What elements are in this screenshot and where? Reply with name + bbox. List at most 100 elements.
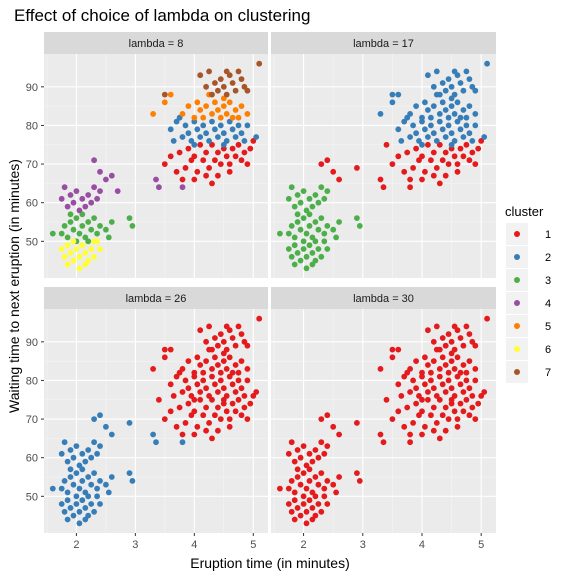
data-point (206, 420, 213, 426)
data-point (229, 126, 236, 133)
data-point (197, 327, 204, 334)
data-point (333, 234, 339, 241)
data-point (419, 431, 425, 438)
data-point (395, 346, 402, 353)
data-point (91, 184, 97, 191)
data-point (448, 385, 455, 392)
data-point (105, 234, 112, 241)
panel-background (271, 54, 496, 278)
data-point (324, 188, 331, 195)
data-point (463, 68, 470, 75)
data-point (309, 261, 316, 268)
legend-label: 7 (545, 367, 551, 379)
data-point (309, 250, 316, 256)
data-point (389, 161, 396, 168)
data-point (330, 226, 337, 233)
data-point (430, 358, 437, 364)
data-point (61, 223, 68, 229)
data-point (206, 323, 213, 330)
data-point (303, 265, 310, 272)
legend-label: 6 (545, 344, 551, 356)
facet-strip (44, 287, 268, 309)
data-point (300, 470, 307, 476)
data-point (297, 481, 304, 488)
data-point (76, 520, 83, 527)
data-point (422, 126, 428, 133)
data-point (167, 126, 174, 133)
data-point (454, 416, 461, 422)
data-point (430, 149, 437, 156)
data-point (377, 111, 384, 117)
data-point (212, 412, 218, 419)
data-point (232, 342, 239, 349)
data-point (419, 153, 425, 160)
data-point (232, 362, 239, 368)
data-point (419, 114, 425, 121)
data-point (200, 157, 207, 164)
data-point (167, 153, 174, 160)
data-point (288, 253, 295, 260)
data-point (209, 346, 215, 353)
legend-label: 5 (545, 321, 551, 333)
data-point (451, 366, 458, 372)
data-point (197, 72, 204, 79)
data-point (70, 512, 77, 519)
legend-item: 1 (506, 223, 551, 245)
data-point (407, 366, 413, 372)
data-point (215, 342, 221, 349)
data-point (79, 497, 86, 504)
data-point (220, 385, 227, 392)
data-point (419, 396, 425, 403)
data-point (309, 516, 316, 523)
data-point (150, 366, 157, 372)
data-point (209, 373, 215, 380)
data-point (401, 423, 408, 430)
data-point (76, 508, 83, 515)
legend-swatch (514, 300, 520, 306)
data-point (445, 161, 452, 168)
data-point (97, 501, 103, 507)
data-point (126, 420, 133, 426)
data-point (300, 501, 307, 507)
legend-title: cluster (505, 204, 544, 219)
x-tick-label: 3 (132, 539, 138, 551)
legend-label: 3 (545, 275, 551, 287)
data-point (244, 111, 251, 117)
data-point (285, 195, 292, 202)
data-point (395, 126, 402, 133)
data-point (466, 385, 473, 392)
data-point (64, 497, 71, 504)
data-point (318, 184, 325, 191)
data-point (235, 141, 242, 148)
data-point (67, 219, 74, 225)
data-point (330, 423, 337, 430)
data-point (79, 450, 86, 457)
data-point (220, 338, 227, 345)
data-point (356, 478, 363, 484)
data-point (300, 443, 307, 449)
data-point (433, 165, 440, 171)
data-point (238, 157, 245, 164)
data-point (354, 165, 360, 171)
data-point (241, 149, 248, 156)
data-point (321, 195, 328, 202)
data-point (64, 242, 71, 249)
data-point (448, 83, 455, 90)
data-point (389, 99, 396, 106)
data-point (200, 114, 207, 121)
legend-swatch (514, 323, 520, 329)
data-point (336, 431, 342, 438)
data-point (67, 192, 74, 198)
data-point (49, 485, 56, 492)
data-point (303, 485, 310, 492)
data-point (315, 246, 322, 252)
data-point (235, 114, 242, 121)
data-point (64, 489, 71, 496)
data-point (64, 203, 71, 210)
data-point (103, 423, 109, 430)
data-point (94, 230, 100, 237)
data-point (153, 176, 159, 183)
data-point (451, 408, 458, 415)
data-point (318, 508, 325, 515)
data-point (380, 439, 387, 446)
